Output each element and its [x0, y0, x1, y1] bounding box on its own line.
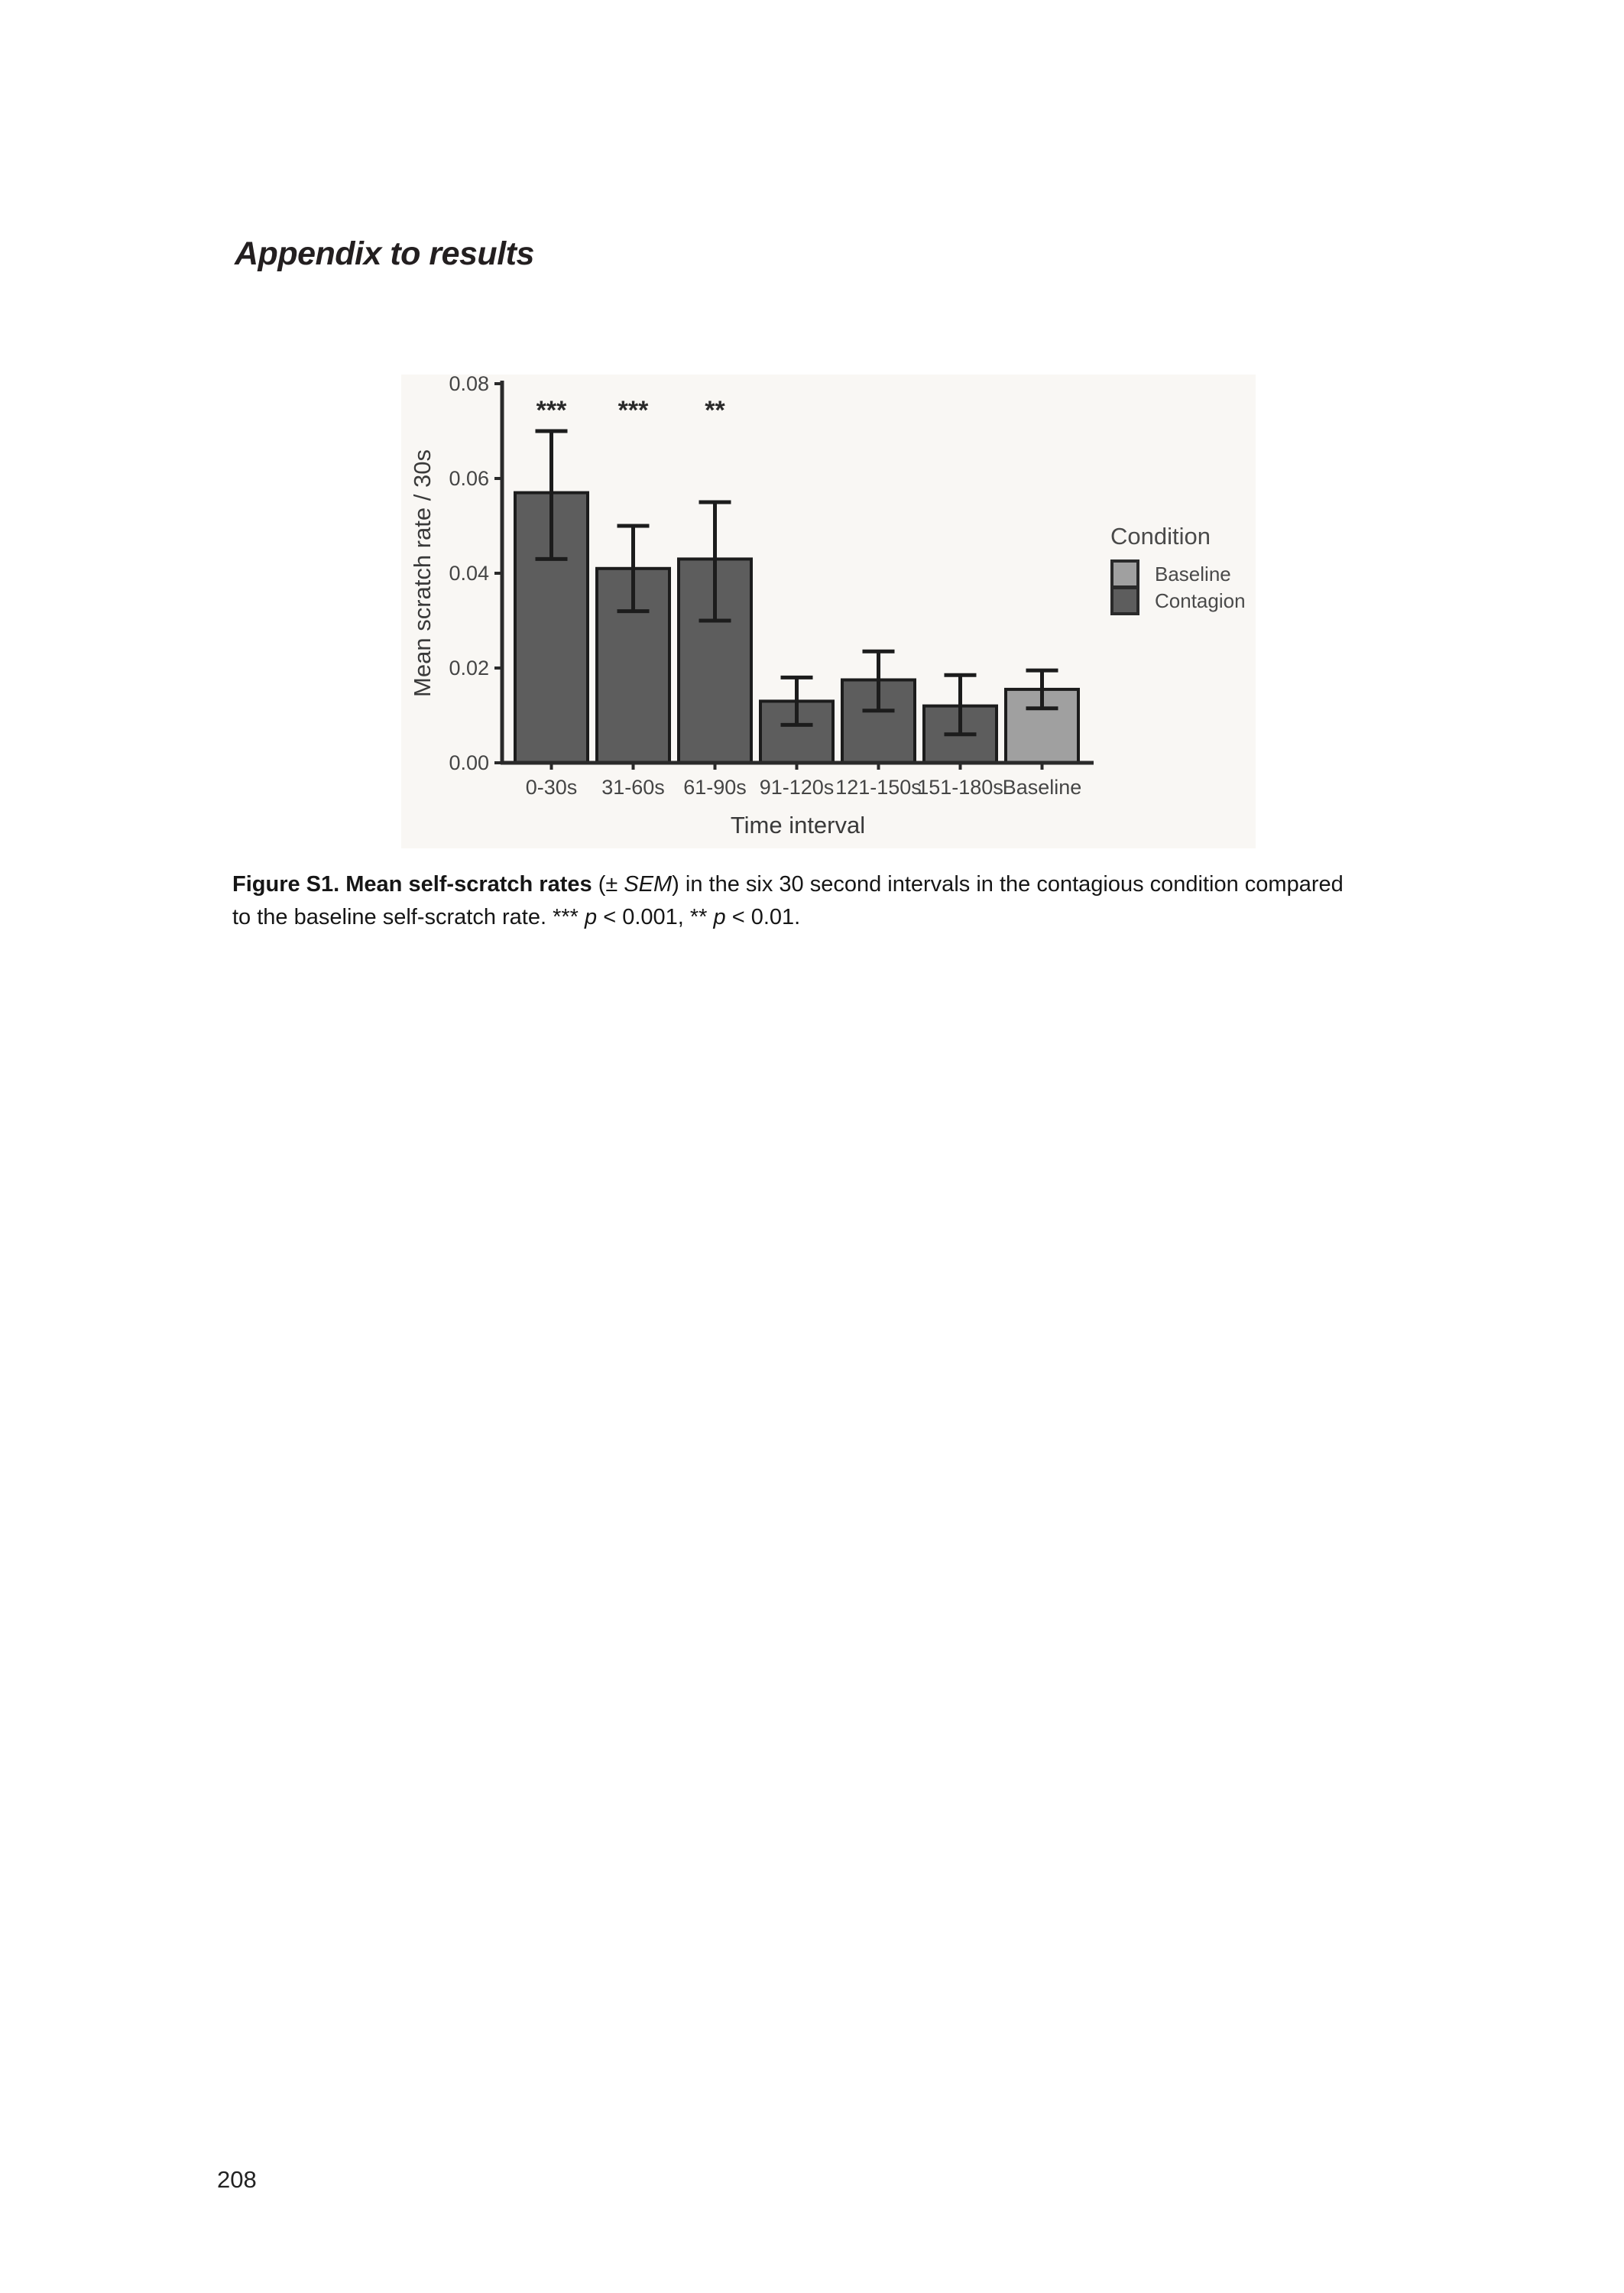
- page-number: 208: [217, 2166, 257, 2193]
- legend-label-baseline: Baseline: [1155, 563, 1231, 585]
- x-tick-label-151-180s: 151-180s: [917, 776, 1003, 799]
- x-tick-label-121-150s: 121-150s: [835, 776, 922, 799]
- bar-chart: *** 0-30s *** 31-60s ** 61-90s 91-120s 121-150s…: [409, 375, 1246, 838]
- legend-swatch-contagion: [1110, 586, 1139, 615]
- caption-segment: < 0.001, **: [597, 905, 714, 929]
- y-tick-label-0.06: 0.06: [449, 467, 489, 490]
- error-bar-Baseline: [1026, 668, 1058, 711]
- page-title: Appendix to results: [235, 235, 534, 272]
- y-axis-title: Mean scratch rate / 30s: [409, 449, 436, 697]
- y-tick-label-0.04: 0.04: [449, 562, 489, 585]
- error-bar-151-180s: [944, 673, 977, 737]
- y-tick-label-0.02: 0.02: [449, 657, 489, 679]
- error-bar-61-90s: [699, 500, 731, 623]
- caption-segment: to the baseline self-scratch rate. ***: [232, 905, 585, 929]
- y-tick-label-0.00: 0.00: [449, 751, 489, 774]
- x-tick-label-31-60s: 31-60s: [601, 776, 665, 799]
- caption-segment: Figure S1. Mean self-scratch rates: [232, 872, 592, 897]
- x-tick-label-91-120s: 91-120s: [760, 776, 835, 799]
- caption-segment: ) in the six 30 second intervals in the …: [672, 872, 1344, 897]
- x-tick-label-61-90s: 61-90s: [683, 776, 747, 799]
- significance-stars-31-60s: ***: [618, 396, 649, 425]
- error-bar-121-150s: [862, 649, 895, 713]
- caption-segment: < 0.01.: [725, 905, 801, 929]
- y-tick-label-0.08: 0.08: [449, 375, 489, 395]
- figure-caption-line2: to the baseline self-scratch rate. *** p…: [232, 905, 800, 929]
- caption-segment: (±: [592, 872, 624, 897]
- x-tick-label-Baseline: Baseline: [1003, 776, 1082, 799]
- error-bar-0-30s: [535, 429, 568, 561]
- figure-s1-chart: *** 0-30s *** 31-60s ** 61-90s 91-120s 121-150s…: [401, 375, 1256, 848]
- error-bar-91-120s: [780, 675, 813, 727]
- x-tick-label-0-30s: 0-30s: [526, 776, 578, 799]
- caption-segment: p: [713, 905, 726, 929]
- legend-label-contagion: Contagion: [1155, 589, 1246, 612]
- figure-caption: Figure S1. Mean self-scratch rates (± SE…: [232, 868, 1409, 934]
- legend-swatch-baseline: [1110, 559, 1139, 589]
- caption-segment: p: [585, 905, 598, 929]
- significance-stars-0-30s: ***: [536, 396, 567, 425]
- figure-caption-line1: Figure S1. Mean self-scratch rates (± SE…: [232, 872, 1344, 897]
- caption-segment: SEM: [624, 872, 673, 897]
- error-bar-31-60s: [617, 524, 650, 614]
- legend-title: Condition: [1110, 523, 1211, 550]
- significance-stars-61-90s: **: [705, 396, 725, 425]
- x-axis-title: Time interval: [731, 812, 865, 838]
